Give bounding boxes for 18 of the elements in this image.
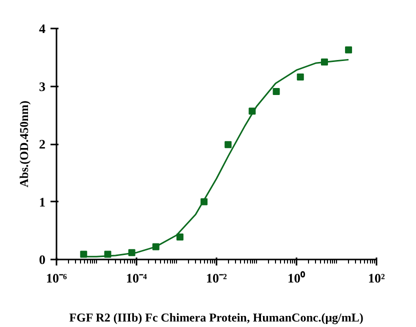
point (345, 46, 352, 54)
y-tick-label: 0 (39, 252, 46, 267)
y-tick-label: 2 (39, 136, 46, 152)
point (176, 233, 184, 240)
x-tick-label: 10⁻⁴ (126, 270, 148, 286)
point (272, 88, 280, 95)
x-tick-label: 10² (368, 270, 386, 286)
x-axis-title: FGF R2 (IIIb) Fc Chimera Protein, HumanConc.(μg/mL) (69, 310, 364, 324)
y-tick-label: 4 (39, 21, 46, 36)
y-tick-label: 1 (39, 194, 46, 210)
x-tick-label: 10⁻² (206, 270, 228, 286)
x-tick-label: 10⁰ (288, 270, 306, 286)
y-axis-title: Abs.(OD.450nm) (17, 100, 31, 188)
x-tick-label: 10⁻⁶ (46, 270, 68, 286)
point (296, 74, 304, 81)
point (224, 141, 232, 148)
point (80, 250, 88, 258)
y-tick-label: 3 (39, 78, 46, 94)
